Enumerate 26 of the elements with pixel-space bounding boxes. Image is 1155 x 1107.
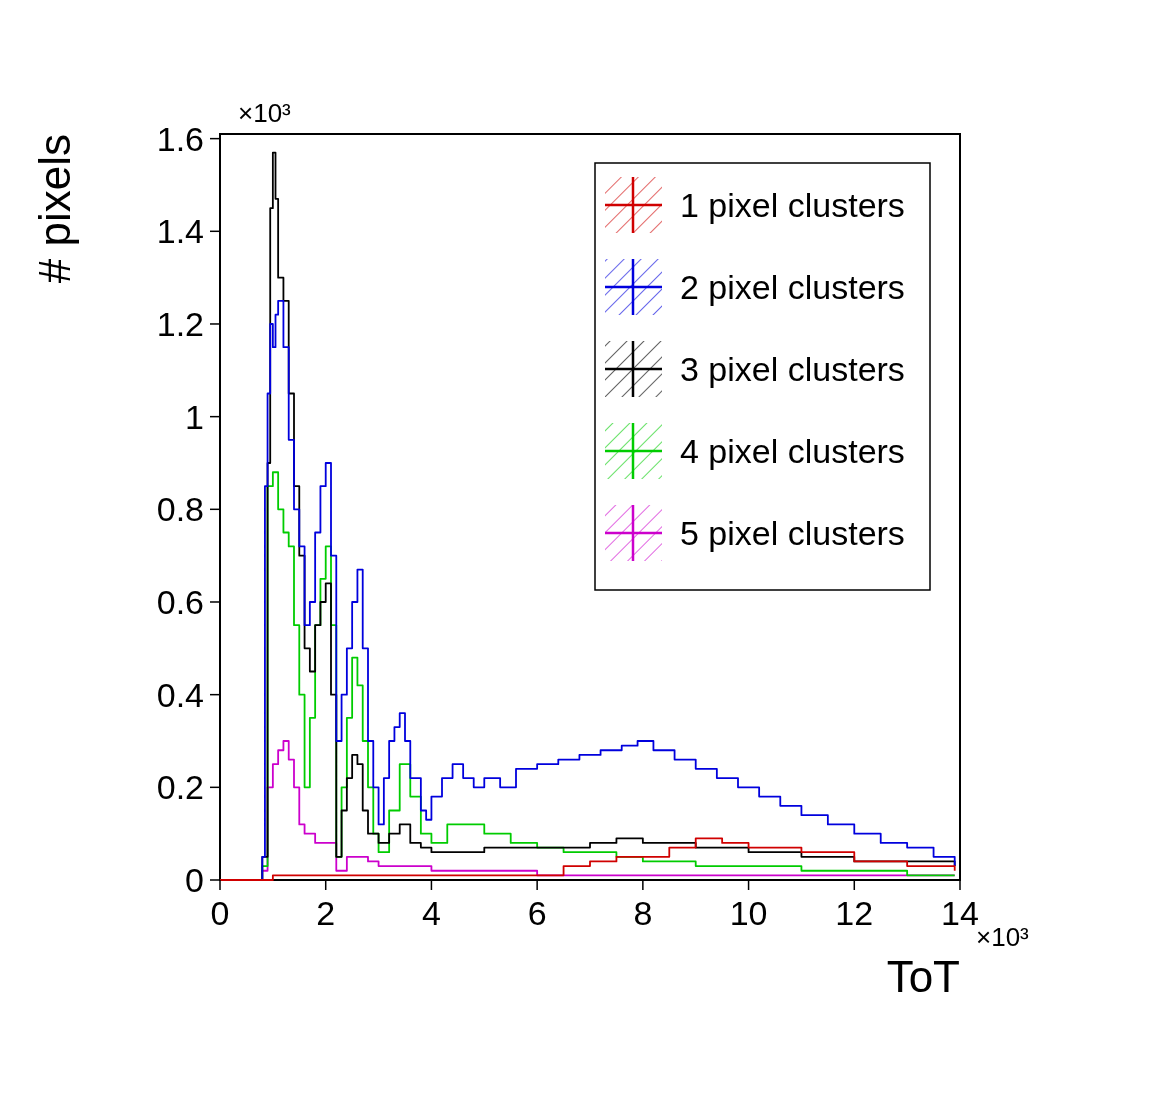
x-tick-label: 6 — [527, 894, 547, 932]
y-tick-label: 1.6 — [156, 119, 204, 158]
y-axis-title: # pixels — [30, 134, 79, 284]
y-tick-label: 0.2 — [156, 768, 204, 807]
x-tick-label: 8 — [633, 894, 653, 932]
x-tick-label: 0 — [210, 894, 230, 932]
y-tick-label: 0 — [185, 860, 204, 899]
y-tick-label: 0.8 — [156, 490, 204, 529]
y-tick-label: 0.6 — [156, 582, 204, 621]
y-tick-label: 1.2 — [156, 304, 204, 343]
legend-label: 2 pixel clusters — [680, 267, 905, 306]
legend-label: 1 pixel clusters — [680, 185, 905, 224]
y-tick-label: 1 — [185, 397, 204, 436]
text: ×10³ — [976, 922, 1030, 952]
legend-label: 5 pixel clusters — [680, 513, 905, 552]
x-axis-title: ToT — [886, 952, 960, 1001]
x-tick-label: 4 — [421, 894, 441, 932]
legend-label: 4 pixel clusters — [680, 431, 905, 470]
x-tick-label: 10 — [729, 894, 768, 932]
y-tick-label: 0.4 — [156, 675, 204, 714]
x-tick-label: 12 — [835, 894, 874, 932]
y-tick-label: 1.4 — [156, 212, 204, 251]
x-tick-label: 2 — [316, 894, 336, 932]
x-tick-label: 14 — [941, 894, 979, 932]
legend-label: 3 pixel clusters — [680, 349, 905, 388]
text: ×10³ — [238, 98, 292, 128]
